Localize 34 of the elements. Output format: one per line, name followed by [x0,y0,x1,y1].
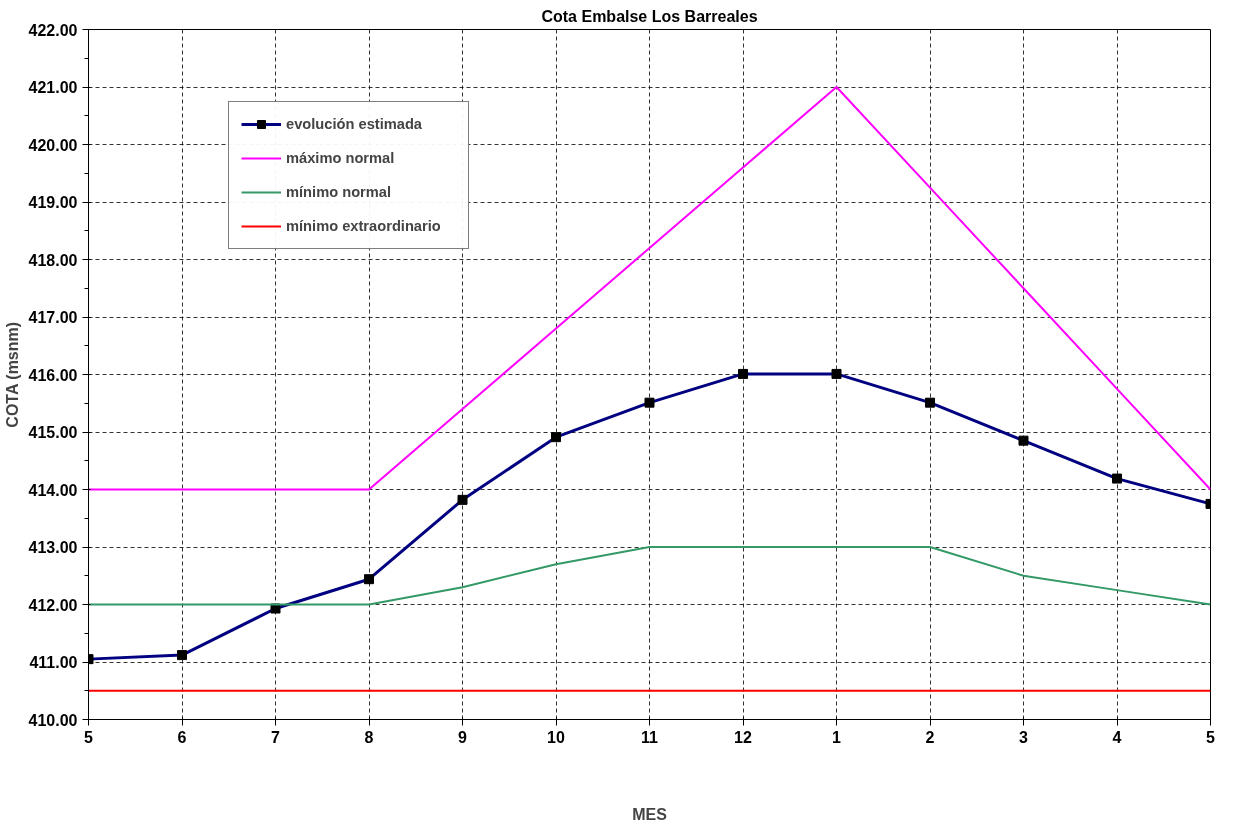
x-tick-label: 5 [84,728,94,746]
x-axis-title: MES [632,805,668,823]
legend-label: mínimo normal [286,184,393,200]
legend-label: mínimo extraordinario [286,218,442,234]
x-tick-label: 6 [177,728,187,746]
x-tick-label: 5 [1206,728,1216,746]
y-tick-label: 412.00 [28,596,78,614]
x-tick-label: 11 [641,728,659,746]
x-tick-label: 8 [364,728,374,746]
y-tick-label: 413.00 [28,539,78,556]
x-tick-label: 9 [458,728,468,746]
y-tick-label: 422.00 [28,21,78,39]
y-tick-label: 420.00 [28,136,78,154]
x-tick-label: 10 [547,728,565,746]
y-tick-label: 416.00 [28,366,78,384]
legend-label: evolución estimada [286,116,424,132]
x-tick-label: 3 [1019,728,1029,746]
y-axis-title: COTA (msnm) [3,321,21,428]
x-tick-label: 2 [925,728,935,746]
x-tick-label: 1 [832,728,842,746]
legend-label: máximo normal [286,150,396,166]
y-tick-label: 415.00 [28,424,78,441]
x-tick-label: 4 [1112,728,1122,746]
line-series [88,86,1211,491]
y-tick-label: 410.00 [28,711,78,729]
y-tick-label: 411.00 [29,654,78,671]
x-tick-label: 7 [271,728,281,746]
x-tick-label: 12 [734,728,752,746]
y-tick-label: 417.00 [28,309,78,326]
y-tick-label: 421.00 [28,79,78,96]
y-tick-label: 419.00 [28,194,78,211]
y-tick-label: 414.00 [28,481,78,499]
chart-title: Cota Embalse Los Barreales [541,7,758,25]
y-tick-label: 418.00 [28,251,78,269]
